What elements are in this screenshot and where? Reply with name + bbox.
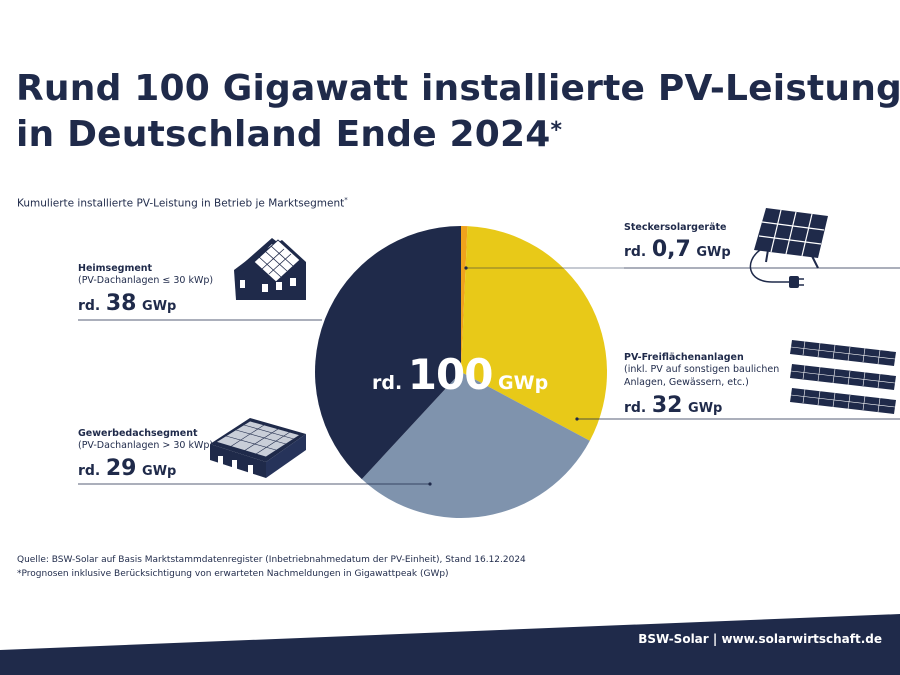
segment-value: rd. 38 GWp <box>78 291 213 316</box>
plug-in-solar-icon <box>749 208 828 288</box>
title-line-1: Rund 100 Gigawatt installierte PV-Leistu… <box>16 68 900 109</box>
total-unit: GWp <box>498 372 549 394</box>
pie-slice-steckersolargeräte <box>461 226 468 372</box>
segment-subtext: (PV-Dachanlagen ≤ 30 kWp) <box>78 275 214 286</box>
pie-slices <box>315 226 607 518</box>
segment-name: Steckersolargeräte <box>624 222 727 233</box>
segment-subtext-1: (inkl. PV auf sonstigen baulichen <box>624 364 780 375</box>
total-rd: rd. <box>372 372 403 394</box>
title-line-2-text: in Deutschland Ende 2024 <box>16 114 551 155</box>
source-note: Quelle: BSW-Solar auf Basis Marktstammda… <box>17 553 526 581</box>
commercial-roof-solar-icon <box>210 418 306 478</box>
subtitle-asterisk: * <box>344 196 348 204</box>
segment-num: 0,7 <box>651 237 691 262</box>
total-value: 100 <box>407 350 494 399</box>
segment-unit: GWp <box>688 401 723 416</box>
title-asterisk: * <box>550 118 563 143</box>
chart-subtitle-text: Kumulierte installierte PV-Leistung in B… <box>17 197 345 210</box>
segment-num: 38 <box>105 291 137 316</box>
segment-label-frei: PV-Freiflächenanlagen (inkl. PV auf sons… <box>624 352 779 418</box>
leader-dot-stecker <box>464 266 468 270</box>
segment-subtext-2: Anlagen, Gewässern, etc.) <box>624 377 749 388</box>
segment-name: Gewerbedachsegment <box>78 428 198 439</box>
footer-band <box>0 614 900 675</box>
segment-unit: GWp <box>142 464 177 479</box>
segment-num: 29 <box>105 456 137 481</box>
segment-subtext: (PV-Dachanlagen > 30 kWp) <box>78 440 214 451</box>
chart-subtitle: Kumulierte installierte PV-Leistung in B… <box>17 196 348 210</box>
source-line-1: Quelle: BSW-Solar auf Basis Marktstammda… <box>17 555 526 565</box>
pie-slice-heimsegment <box>315 226 461 480</box>
segment-value: rd. 0,7 GWp <box>624 237 731 262</box>
segment-label-heim: Heimsegment (PV-Dachanlagen ≤ 30 kWp) rd… <box>78 263 213 316</box>
leader-dot-frei <box>575 417 579 421</box>
footer-credit[interactable]: BSW-Solar | www.solarwirtschaft.de <box>638 632 882 646</box>
segment-value: rd. 29 GWp <box>78 456 213 481</box>
segment-unit: GWp <box>142 299 177 314</box>
segment-num: 32 <box>651 393 683 418</box>
segment-rd: rd. <box>78 463 101 479</box>
title-line-2: in Deutschland Ende 2024* <box>16 112 876 158</box>
segment-rd: rd. <box>624 400 647 416</box>
house-solar-icon <box>234 238 306 300</box>
segment-label-gewerbe: Gewerbedachsegment (PV-Dachanlagen > 30 … <box>78 428 213 481</box>
pie-slice-gewerbedachsegment <box>361 372 590 518</box>
total-label: rd. 100 GWp <box>372 350 548 399</box>
segment-unit: GWp <box>696 245 731 260</box>
segment-value: rd. 32 GWp <box>624 393 779 418</box>
segment-label-stecker: Steckersolargeräte rd. 0,7 GWp <box>624 222 731 262</box>
segment-name: Heimsegment <box>78 263 153 274</box>
segment-rd: rd. <box>78 298 101 314</box>
pie-slice-pv-freiflächenanlagen <box>461 226 607 441</box>
segment-name: PV-Freiflächenanlagen <box>624 352 744 363</box>
segment-rd: rd. <box>624 244 647 260</box>
leader-dot-gewerbe <box>428 482 432 486</box>
source-line-2: *Prognosen inklusive Berücksichtigung vo… <box>17 569 449 579</box>
page-title: Rund 100 Gigawatt installierte PV-Leistu… <box>16 66 900 158</box>
ground-mounted-panels-icon <box>790 340 896 414</box>
